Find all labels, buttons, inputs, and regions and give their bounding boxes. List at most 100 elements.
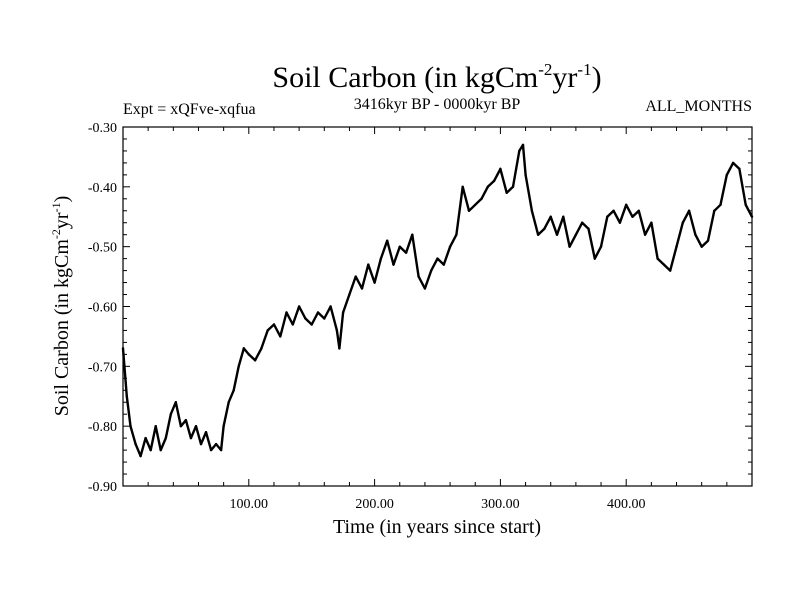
- x-tick-label: 200.00: [355, 497, 394, 512]
- data-point: [455, 233, 458, 236]
- data-point: [430, 269, 433, 272]
- data-point: [442, 263, 445, 266]
- y-tick-label: -0.70: [88, 360, 117, 375]
- data-point: [606, 215, 609, 218]
- data-point: [448, 245, 452, 248]
- y-tick-label: -0.50: [88, 241, 117, 256]
- data-point: [492, 179, 496, 183]
- y-tick-label: -0.60: [88, 301, 117, 316]
- data-points: [121, 143, 754, 458]
- data-point: [530, 209, 534, 212]
- data-point: [285, 311, 288, 314]
- x-tick-label: 300.00: [481, 497, 520, 512]
- data-point: [279, 335, 282, 338]
- y-tick-label: -0.30: [88, 121, 117, 136]
- data-point: [316, 311, 320, 314]
- data-point: [706, 239, 710, 242]
- data-point: [505, 191, 508, 195]
- data-point: [199, 442, 203, 446]
- data-point: [204, 430, 208, 434]
- data-point: [423, 287, 427, 290]
- data-point: [467, 209, 471, 212]
- data-point: [184, 418, 188, 422]
- data-point: [144, 436, 147, 440]
- data-point: [631, 215, 634, 218]
- data-point: [669, 269, 672, 272]
- data-point: [750, 215, 754, 218]
- data-point: [209, 448, 213, 452]
- data-point: [297, 305, 301, 308]
- data-point: [681, 221, 685, 224]
- data-point: [214, 442, 218, 446]
- data-point: [549, 215, 552, 218]
- data-point: [310, 323, 313, 326]
- data-point: [219, 448, 223, 452]
- data-point: [341, 311, 345, 314]
- data-point: [713, 209, 716, 212]
- y-tick-label: -0.80: [88, 420, 117, 435]
- data-point: [304, 317, 307, 320]
- y-axis-label: Soil Carbon (in kgCm-2yr-1): [49, 196, 73, 417]
- data-point: [637, 209, 640, 212]
- data-point: [189, 436, 193, 440]
- data-point: [232, 389, 235, 392]
- data-point: [227, 401, 230, 404]
- data-point: [379, 257, 383, 260]
- data-point: [574, 233, 578, 236]
- data-point: [511, 185, 515, 189]
- data-point: [587, 227, 590, 230]
- data-point: [335, 329, 339, 332]
- data-point: [398, 245, 401, 248]
- data-point: [625, 203, 628, 206]
- data-point: [360, 287, 364, 290]
- data-point: [656, 257, 659, 260]
- data-point: [237, 365, 240, 368]
- data-point: [521, 143, 525, 147]
- data-point: [129, 424, 132, 428]
- data-point: [253, 359, 257, 362]
- data-point: [725, 173, 729, 177]
- data-point: [536, 233, 540, 236]
- data-point: [480, 197, 483, 200]
- data-point: [543, 227, 546, 230]
- data-point: [247, 353, 250, 356]
- data-point: [174, 401, 178, 404]
- data-point: [266, 329, 269, 332]
- data-point: [593, 257, 596, 260]
- data-point: [643, 233, 647, 236]
- time-range-label: 3416kyr BP - 0000kyr BP: [354, 96, 521, 113]
- data-point: [411, 233, 414, 236]
- x-tick-label: 100.00: [230, 497, 269, 512]
- data-point: [179, 424, 183, 428]
- data-point: [139, 454, 142, 458]
- x-tick-label: 400.00: [607, 497, 646, 512]
- data-point: [436, 257, 439, 260]
- data-point: [272, 323, 276, 326]
- data-point: [169, 413, 173, 416]
- data-point: [524, 173, 527, 177]
- data-point: [354, 275, 357, 278]
- data-point: [599, 245, 603, 248]
- data-point: [662, 263, 666, 266]
- data-point: [373, 281, 376, 284]
- data-point: [474, 203, 477, 206]
- data-point: [650, 221, 653, 224]
- data-point: [125, 395, 128, 398]
- data-point: [555, 233, 559, 236]
- data-point: [562, 215, 565, 218]
- data-point: [486, 185, 490, 189]
- data-point: [392, 263, 395, 266]
- data-point: [612, 209, 615, 212]
- data-point: [404, 251, 408, 254]
- data-point: [291, 323, 295, 326]
- plot-frame: [122, 126, 753, 487]
- x-axis: 100.00 200.00 300.00 400.00: [122, 127, 753, 512]
- y-axis: -0.90 -0.80 -0.70 -0.60 -0.50 -0.40 -0.30: [88, 121, 752, 495]
- data-point: [675, 245, 678, 248]
- data-point: [348, 293, 351, 296]
- experiment-label: Expt = xQFve-xqfua: [123, 101, 256, 118]
- data-point: [580, 221, 584, 224]
- data-point: [159, 448, 162, 452]
- data-point: [367, 263, 370, 266]
